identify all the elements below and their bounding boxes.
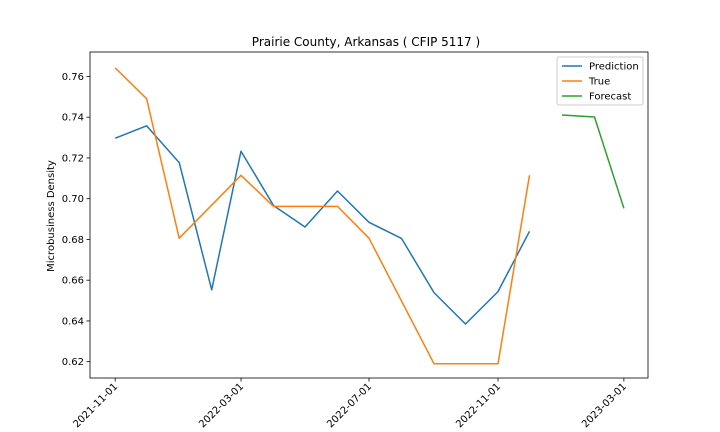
x-tick-label: 2021-11-01 [71, 381, 120, 430]
legend: Prediction True Forecast [556, 56, 644, 106]
legend-box [556, 56, 644, 106]
plot-area: 0.62 0.64 0.66 0.68 0.70 0.72 0.74 0.76 2021-11-… [62, 51, 649, 430]
y-tick-label: 0.66 [62, 276, 84, 287]
y-axis-label: Microbusiness Density [46, 160, 57, 272]
series-line-true [114, 67, 531, 365]
legend-label-true: True [588, 77, 610, 88]
y-tick-label: 0.70 [62, 194, 84, 205]
y-tick-label: 0.62 [62, 357, 84, 368]
x-tick-label: 2022-07-01 [325, 381, 374, 430]
y-tick-label: 0.74 [62, 113, 84, 124]
chart-title: Prairie County, Arkansas ( CFIP 5117 ) [252, 35, 480, 49]
series-line-forecast [561, 114, 625, 209]
y-tick-label: 0.76 [62, 72, 84, 83]
y-tick-label: 0.72 [62, 153, 84, 164]
y-tick-label: 0.64 [62, 316, 84, 327]
series-line-prediction [114, 125, 531, 325]
x-tick-label: 2022-03-01 [197, 381, 246, 430]
legend-label-prediction: Prediction [589, 62, 639, 73]
y-tick-label: 0.68 [62, 235, 84, 246]
x-tick-label: 2022-11-01 [454, 381, 503, 430]
x-tick-label: 2023-03-01 [580, 381, 629, 430]
legend-label-forecast: Forecast [589, 92, 631, 103]
